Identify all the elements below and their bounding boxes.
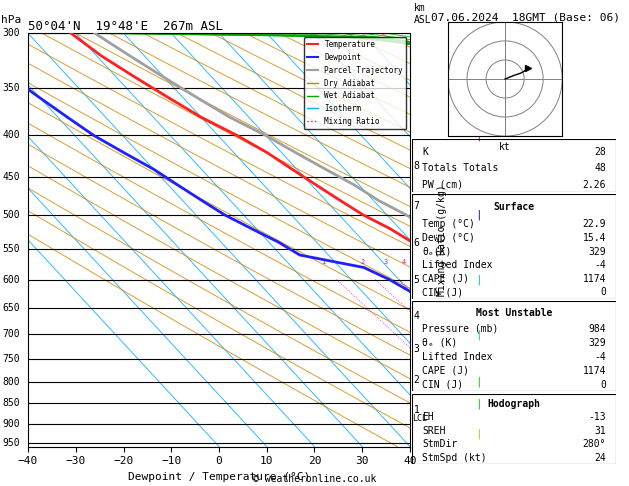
Text: 700: 700	[3, 330, 20, 339]
Legend: Temperature, Dewpoint, Parcel Trajectory, Dry Adiabat, Wet Adiabat, Isotherm, Mi: Temperature, Dewpoint, Parcel Trajectory…	[304, 37, 406, 129]
Text: CIN (J): CIN (J)	[422, 380, 464, 390]
Text: 4: 4	[401, 260, 406, 265]
Text: 984: 984	[589, 324, 606, 333]
Text: 6: 6	[414, 239, 420, 248]
Text: 900: 900	[3, 418, 20, 429]
Text: 1174: 1174	[582, 274, 606, 284]
Text: km
ASL: km ASL	[414, 3, 431, 25]
Text: 2: 2	[360, 260, 364, 265]
Text: |: |	[476, 377, 482, 387]
Text: 450: 450	[3, 173, 20, 182]
Text: StmSpd (kt): StmSpd (kt)	[422, 453, 487, 463]
Text: Pressure (mb): Pressure (mb)	[422, 324, 499, 333]
Text: 650: 650	[3, 303, 20, 313]
Text: 950: 950	[3, 438, 20, 448]
Text: PW (cm): PW (cm)	[422, 179, 464, 190]
Text: 22.9: 22.9	[582, 219, 606, 229]
Text: 28: 28	[594, 147, 606, 157]
Text: 0: 0	[600, 380, 606, 390]
Text: Lifted Index: Lifted Index	[422, 351, 493, 362]
Text: |: |	[476, 274, 482, 285]
Text: |: |	[476, 28, 482, 38]
Text: Surface: Surface	[494, 202, 535, 212]
Text: |: |	[476, 398, 482, 409]
Text: 5: 5	[414, 275, 420, 284]
Text: LCL: LCL	[412, 414, 427, 423]
Text: 2.26: 2.26	[582, 179, 606, 190]
Text: Temp (°C): Temp (°C)	[422, 219, 475, 229]
Text: |: |	[476, 209, 482, 220]
X-axis label: kt: kt	[499, 141, 511, 152]
Text: |: |	[476, 130, 482, 141]
Text: 3: 3	[414, 344, 420, 354]
Text: 750: 750	[3, 354, 20, 364]
Text: 48: 48	[594, 163, 606, 174]
Text: 0: 0	[600, 287, 606, 297]
Text: |: |	[476, 428, 482, 438]
Text: 24: 24	[594, 453, 606, 463]
Text: |: |	[476, 329, 482, 340]
Text: 300: 300	[3, 28, 20, 38]
Text: -4: -4	[594, 260, 606, 270]
Text: 350: 350	[3, 83, 20, 93]
Text: 7: 7	[414, 201, 420, 211]
Text: SREH: SREH	[422, 426, 446, 435]
Text: 600: 600	[3, 275, 20, 284]
Text: Most Unstable: Most Unstable	[476, 308, 552, 318]
Text: K: K	[422, 147, 428, 157]
Text: 2: 2	[414, 375, 420, 384]
Text: θₑ (K): θₑ (K)	[422, 338, 457, 347]
Text: CIN (J): CIN (J)	[422, 287, 464, 297]
X-axis label: Dewpoint / Temperature (°C): Dewpoint / Temperature (°C)	[128, 472, 310, 482]
Text: Mixing Ratio (g/kg): Mixing Ratio (g/kg)	[437, 184, 447, 295]
Text: 31: 31	[594, 426, 606, 435]
Text: StmDir: StmDir	[422, 439, 457, 450]
Text: 550: 550	[3, 243, 20, 254]
Text: CAPE (J): CAPE (J)	[422, 274, 469, 284]
Text: 280°: 280°	[582, 439, 606, 450]
Text: 8: 8	[414, 161, 420, 171]
Text: Lifted Index: Lifted Index	[422, 260, 493, 270]
Text: 1174: 1174	[582, 365, 606, 376]
Text: 800: 800	[3, 377, 20, 387]
Text: 850: 850	[3, 399, 20, 408]
Text: θₑ(K): θₑ(K)	[422, 246, 452, 257]
Text: Hodograph: Hodograph	[487, 399, 541, 409]
Text: 400: 400	[3, 130, 20, 140]
Text: 1: 1	[321, 260, 326, 265]
Text: 329: 329	[589, 246, 606, 257]
Text: -13: -13	[589, 412, 606, 422]
Text: Dewp (°C): Dewp (°C)	[422, 233, 475, 243]
Text: 15.4: 15.4	[582, 233, 606, 243]
Text: © weatheronline.co.uk: © weatheronline.co.uk	[253, 473, 376, 484]
Text: 4: 4	[414, 311, 420, 321]
Text: 07.06.2024  18GMT (Base: 06): 07.06.2024 18GMT (Base: 06)	[431, 12, 620, 22]
Text: 329: 329	[589, 338, 606, 347]
Text: 3: 3	[384, 260, 388, 265]
Text: 1: 1	[414, 404, 420, 415]
Text: EH: EH	[422, 412, 434, 422]
Text: hPa: hPa	[1, 15, 21, 25]
Text: Totals Totals: Totals Totals	[422, 163, 499, 174]
Text: 500: 500	[3, 210, 20, 220]
Text: CAPE (J): CAPE (J)	[422, 365, 469, 376]
Text: -4: -4	[594, 351, 606, 362]
Text: 50°04'N  19°48'E  267m ASL: 50°04'N 19°48'E 267m ASL	[28, 20, 223, 33]
